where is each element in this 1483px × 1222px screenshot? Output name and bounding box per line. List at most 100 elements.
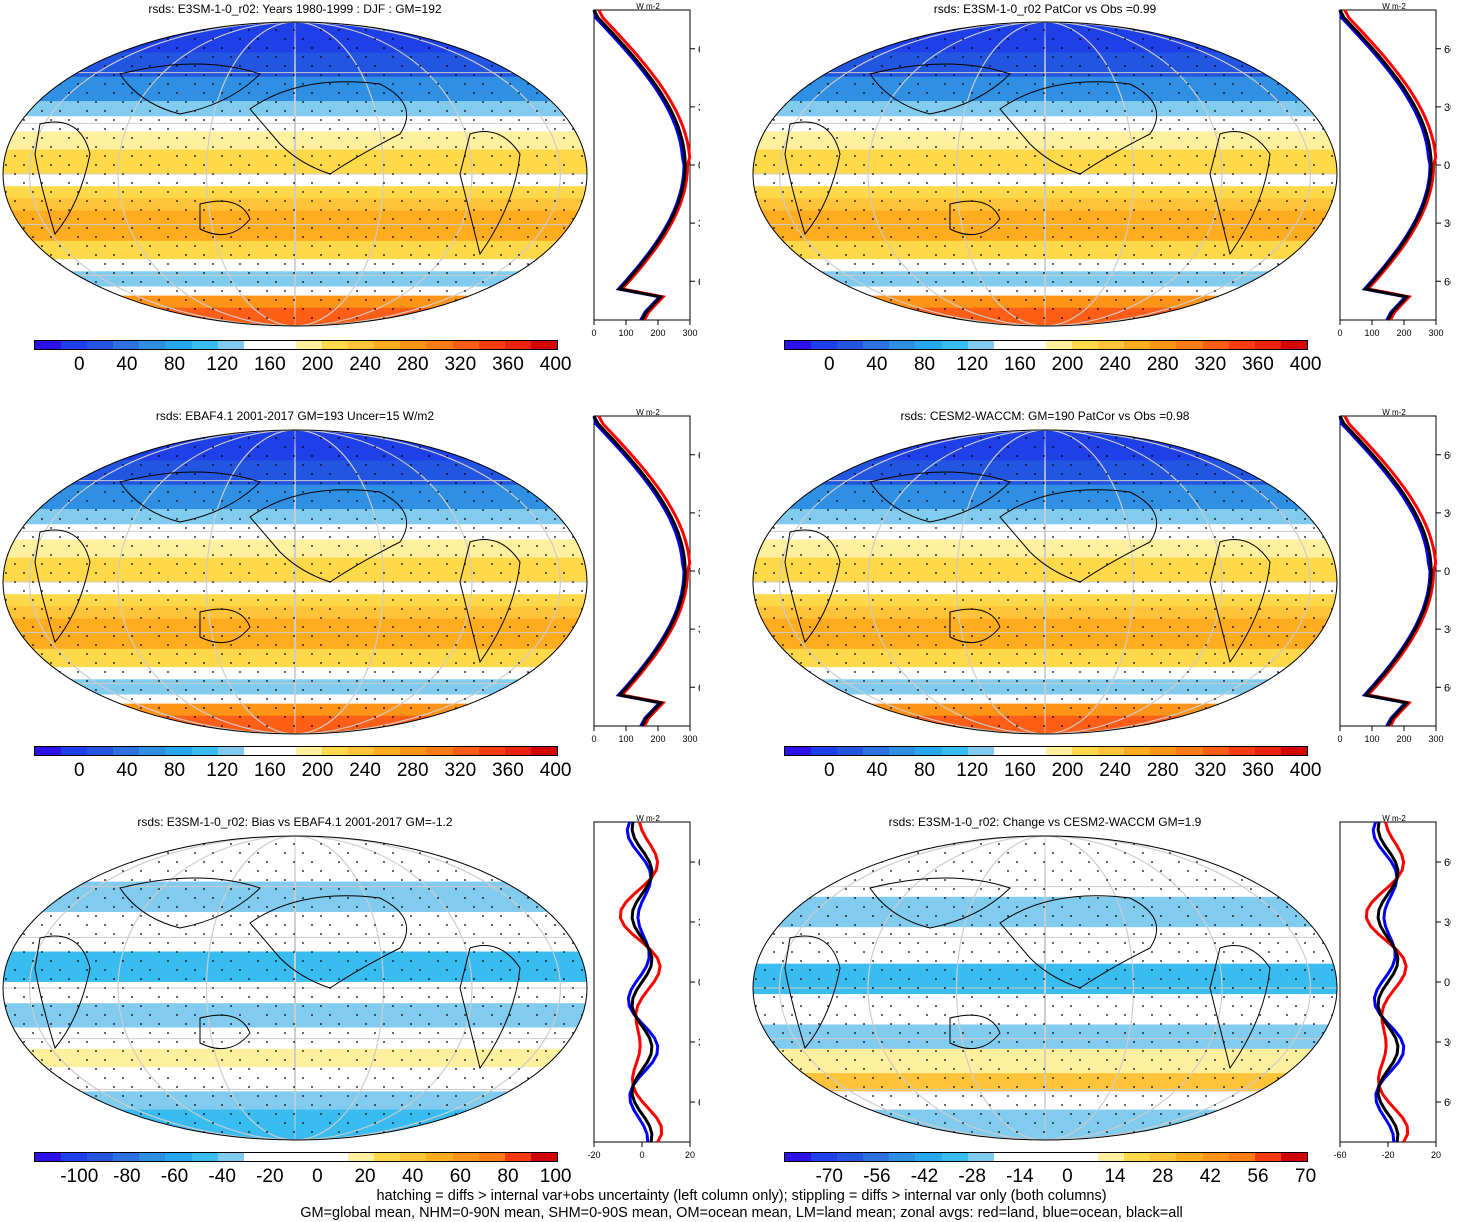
stipple-dot: [266, 155, 268, 157]
stipple-dot: [113, 227, 115, 229]
stipple-dot: [1079, 290, 1081, 292]
stipple-dot: [1043, 272, 1045, 274]
stipple-dot: [500, 1005, 502, 1007]
stipple-dot: [212, 1095, 214, 1097]
stipple-dot: [5, 464, 7, 466]
stipple-dot: [854, 65, 856, 67]
stipple-dot: [95, 29, 97, 31]
colorbar-label: 0: [74, 354, 85, 376]
stipple-dot: [1124, 245, 1126, 247]
stipple-dot: [926, 227, 928, 229]
stipple-dot: [1097, 101, 1099, 103]
stipple-dot: [410, 707, 412, 709]
stipple-dot: [302, 870, 304, 872]
stipple-dot: [176, 1131, 178, 1133]
stipple-dot: [356, 473, 358, 475]
stipple-dot: [1052, 626, 1054, 628]
stipple-dot: [185, 101, 187, 103]
stipple-dot: [257, 1122, 259, 1124]
stipple-dot: [221, 1086, 223, 1088]
stipple-dot: [908, 227, 910, 229]
stipple-dot: [257, 491, 259, 493]
stipple-dot: [464, 924, 466, 926]
stipple-dot: [122, 1122, 124, 1124]
stipple-dot: [68, 590, 70, 592]
stipple-dot: [1151, 110, 1153, 112]
stipple-dot: [158, 74, 160, 76]
stipple-dot: [104, 897, 106, 899]
stipple-dot: [1079, 852, 1081, 854]
stipple-dot: [446, 155, 448, 157]
stipple-dot: [50, 527, 52, 529]
stipple-dot: [311, 608, 313, 610]
stipple-dot: [77, 689, 79, 691]
stipple-dot: [1088, 227, 1090, 229]
stipple-dot: [1223, 182, 1225, 184]
stipple-dot: [1097, 716, 1099, 718]
stipple-dot: [1232, 626, 1234, 628]
stipple-dot: [437, 281, 439, 283]
stipple-dot: [266, 518, 268, 520]
map-fill: [0, 836, 590, 1144]
stipple-dot: [230, 101, 232, 103]
stipple-dot: [1259, 218, 1261, 220]
stipple-dot: [329, 518, 331, 520]
stipple-dot: [239, 263, 241, 265]
stipple-dot: [284, 173, 286, 175]
stipple-dot: [917, 56, 919, 58]
stipple-dot: [266, 861, 268, 863]
stipple-dot: [284, 1122, 286, 1124]
stipple-dot: [1043, 590, 1045, 592]
stipple-dot: [872, 101, 874, 103]
colorbar-swatch: [35, 341, 61, 349]
stipple-dot: [845, 29, 847, 31]
stipple-dot: [383, 299, 385, 301]
stipple-dot: [446, 1014, 448, 1016]
colorbar-swatch: [218, 1153, 244, 1161]
stipple-dot: [113, 317, 115, 319]
stipple-dot: [1079, 897, 1081, 899]
stipple-dot: [899, 128, 901, 130]
stipple-dot: [1052, 173, 1054, 175]
stipple-dot: [482, 38, 484, 40]
stipple-dot: [827, 509, 829, 511]
stipple-dot: [410, 554, 412, 556]
stipple-dot: [545, 281, 547, 283]
stipple-dot: [845, 56, 847, 58]
stipple-dot: [1043, 437, 1045, 439]
stipple-dot: [257, 146, 259, 148]
stipple-dot: [50, 915, 52, 917]
stipple-dot: [545, 101, 547, 103]
stipple-dot: [365, 164, 367, 166]
stipple-dot: [23, 590, 25, 592]
stipple-dot: [773, 29, 775, 31]
stipple-dot: [68, 635, 70, 637]
stipple-dot: [881, 245, 883, 247]
stipple-dot: [890, 464, 892, 466]
colorbar-swatch: [531, 747, 557, 755]
stipple-dot: [131, 608, 133, 610]
stipple-dot: [971, 245, 973, 247]
stipple-dot: [392, 1122, 394, 1124]
stipple-dot: [482, 554, 484, 556]
stipple-dot: [167, 446, 169, 448]
stipple-dot: [167, 644, 169, 646]
stipple-dot: [1142, 716, 1144, 718]
stipple-dot: [338, 500, 340, 502]
stipple-dot: [1214, 536, 1216, 538]
stipple-dot: [428, 1086, 430, 1088]
stipple-dot: [1241, 200, 1243, 202]
stipple-dot: [500, 1023, 502, 1025]
stipple-dot: [854, 698, 856, 700]
stipple-dot: [1178, 545, 1180, 547]
stipple-dot: [383, 527, 385, 529]
stipple-dot: [248, 209, 250, 211]
colorbar-label: 80: [164, 760, 185, 782]
stipple-dot: [365, 191, 367, 193]
stipple-dot: [809, 716, 811, 718]
stipple-dot: [329, 608, 331, 610]
stipple-dot: [572, 263, 574, 265]
stipple-dot: [1007, 689, 1009, 691]
stipple-dot: [554, 563, 556, 565]
colorbar-swatch: [192, 1153, 218, 1161]
